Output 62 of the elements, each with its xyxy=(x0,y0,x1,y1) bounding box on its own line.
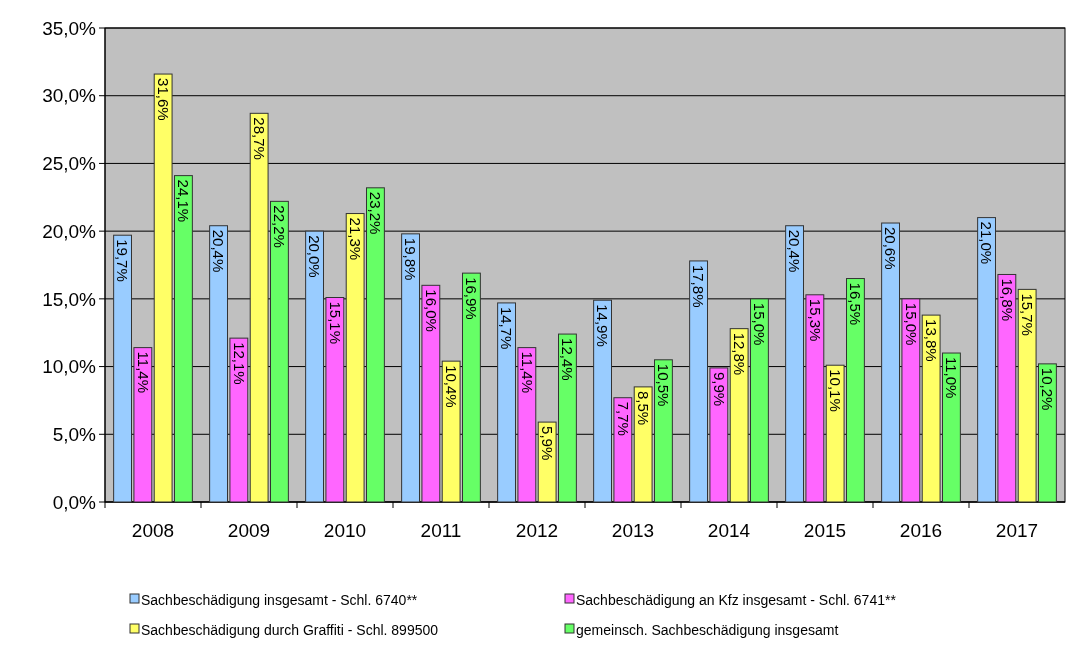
data-label: 10,2% xyxy=(1039,367,1057,411)
x-tick-label: 2010 xyxy=(323,520,367,541)
data-label: 19,7% xyxy=(114,239,132,282)
data-label: 10,4% xyxy=(442,365,460,408)
legend-label: Sachbeschädigung an Kfz insgesamt - Schl. 6741** xyxy=(576,591,897,608)
x-tick-label: 2017 xyxy=(995,520,1039,541)
data-label: 13,8% xyxy=(922,319,940,362)
data-label: 16,8% xyxy=(998,278,1016,322)
data-label: 22,2% xyxy=(271,205,289,248)
data-label: 15,3% xyxy=(806,298,824,342)
y-tick-label: 25,0% xyxy=(42,153,97,175)
x-tick-label: 2008 xyxy=(131,520,175,541)
data-label: 12,8% xyxy=(730,332,748,376)
data-label: 15,7% xyxy=(1018,293,1036,336)
data-label: 14,7% xyxy=(498,306,516,350)
legend-label: Sachbeschädigung insgesamt - Schl. 6740** xyxy=(141,591,418,608)
legend-label: gemeinsch. Sachbeschädigung insgesamt xyxy=(576,621,839,638)
x-tick-label: 2011 xyxy=(420,520,462,541)
data-label: 19,8% xyxy=(402,237,420,281)
data-label: 8,5% xyxy=(634,390,652,426)
data-label: 12,1% xyxy=(230,342,248,385)
x-tick-label: 2016 xyxy=(899,520,943,541)
legend-label: Sachbeschädigung durch Graffiti - Schl. 899500 xyxy=(141,621,439,638)
data-label: 10,1% xyxy=(826,369,844,412)
data-label: 20,0% xyxy=(306,235,324,278)
y-tick-label: 35,0% xyxy=(42,17,97,39)
y-tick-label: 5,0% xyxy=(52,423,97,445)
x-tick-label: 2012 xyxy=(515,520,559,541)
data-label: 16,0% xyxy=(422,289,440,332)
data-label: 24,1% xyxy=(175,179,193,223)
data-label: 21,3% xyxy=(346,217,364,261)
data-label: 10,5% xyxy=(655,363,673,407)
data-label: 21,0% xyxy=(978,221,996,265)
data-label: 15,0% xyxy=(751,302,769,346)
data-label: 15,1% xyxy=(326,301,344,345)
y-tick-label: 30,0% xyxy=(42,85,97,107)
data-label: 15,0% xyxy=(902,302,920,346)
x-tick-label: 2014 xyxy=(707,520,751,541)
data-label: 28,7% xyxy=(250,117,268,160)
data-label: 23,2% xyxy=(367,191,385,235)
x-tick-label: 2013 xyxy=(611,520,655,541)
data-label: 11,0% xyxy=(943,357,961,399)
data-label: 16,9% xyxy=(463,277,481,320)
data-label: 20,4% xyxy=(786,229,804,273)
x-tick-label: 2009 xyxy=(227,520,271,541)
data-label: 11,4% xyxy=(518,351,536,394)
data-label: 11,4% xyxy=(134,351,152,394)
data-label: 9,9% xyxy=(710,371,728,407)
data-label: 20,6% xyxy=(882,227,900,270)
x-tick-label: 2015 xyxy=(803,520,847,541)
y-tick-label: 0,0% xyxy=(52,491,97,513)
y-tick-label: 20,0% xyxy=(42,220,97,242)
data-label: 14,9% xyxy=(594,304,612,347)
y-tick-label: 15,0% xyxy=(42,288,97,310)
data-label: 12,4% xyxy=(559,338,577,381)
data-label: 5,9% xyxy=(538,426,556,461)
y-tick-label: 10,0% xyxy=(42,356,97,378)
data-label: 31,6% xyxy=(154,78,172,121)
data-label: 20,4% xyxy=(210,229,228,273)
data-label: 17,8% xyxy=(690,264,708,308)
data-label: 16,5% xyxy=(847,282,865,326)
data-label: 7,7% xyxy=(614,401,632,436)
